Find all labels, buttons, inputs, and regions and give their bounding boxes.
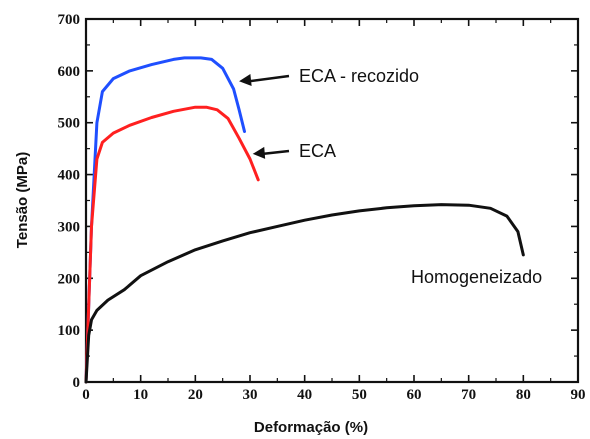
x-tick-label: 20 — [188, 387, 203, 403]
y-tick-label: 600 — [58, 64, 81, 80]
x-tick-label: 50 — [352, 387, 367, 403]
y-axis-ticks: 0 100 200 300 400 500 600 700 — [58, 12, 578, 391]
annotation-arrow-head — [239, 74, 252, 86]
x-tick-label: 90 — [571, 387, 586, 403]
series-line-1 — [84, 105, 260, 384]
annotation-arrow-shaft — [248, 74, 290, 83]
annotation-label: ECA — [299, 141, 336, 161]
x-tick-label: 40 — [297, 387, 312, 403]
x-tick-label: 80 — [516, 387, 531, 403]
y-tick-label: 300 — [58, 219, 81, 235]
x-tick-label: 30 — [243, 387, 258, 403]
x-tick-label: 70 — [461, 387, 476, 403]
y-axis-label: Tensão (MPa) — [14, 152, 31, 248]
annotation-label: Homogeneizado — [411, 267, 542, 287]
x-tick-label: 10 — [133, 387, 148, 403]
y-tick-label: 500 — [58, 116, 81, 132]
x-axis-label: Deformação (%) — [254, 419, 368, 436]
annotation-layer: ECA - recozido ECA Homogeneizado — [239, 66, 542, 287]
series-line-0 — [84, 56, 246, 384]
x-tick-label: 60 — [407, 387, 422, 403]
series-line-2 — [84, 203, 525, 384]
x-axis-ticks: 0 10 20 30 40 50 60 70 80 90 — [82, 19, 586, 403]
series-layer — [84, 56, 525, 384]
y-tick-label: 0 — [73, 375, 81, 391]
y-tick-label: 200 — [58, 271, 81, 287]
y-tick-label: 400 — [58, 168, 81, 184]
annotation-arrow-shaft — [262, 149, 290, 156]
annotation-arrow-head — [252, 146, 266, 159]
annotation-label: ECA - recozido — [299, 66, 419, 86]
x-tick-label: 0 — [82, 387, 90, 403]
y-tick-label: 700 — [58, 12, 81, 28]
y-tick-label: 100 — [58, 323, 81, 339]
